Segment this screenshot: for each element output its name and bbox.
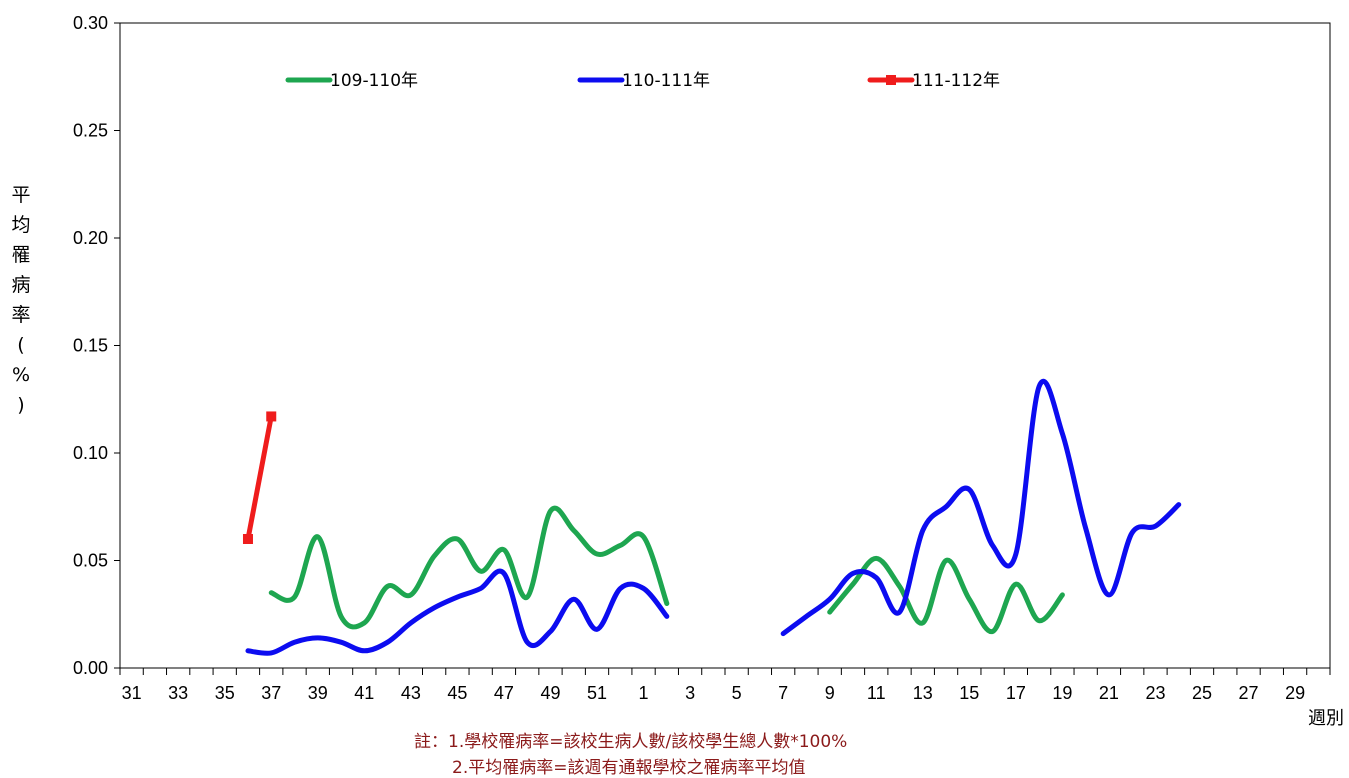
series-3-point <box>242 534 253 544</box>
y-tick-label: 0.20 <box>73 228 108 248</box>
x-tick-label: 19 <box>1052 683 1072 703</box>
legend-label: 109-110年 <box>330 71 418 91</box>
x-tick-label: 37 <box>261 683 281 703</box>
y-tick-label: 0.10 <box>73 443 108 463</box>
y-axis-label-char: 率 <box>11 304 31 326</box>
x-tick-label: 27 <box>1239 683 1259 703</box>
series-3-line <box>245 413 274 542</box>
y-axis-label-char: 罹 <box>11 244 31 266</box>
y-axis-label-char: 平 <box>11 184 31 206</box>
x-tick-label: 45 <box>447 683 467 703</box>
series-2-line <box>245 568 670 656</box>
legend: 109-110年 110-111年 111-112年 <box>285 71 1000 91</box>
y-axis-label-char: 病 <box>11 274 31 296</box>
series-1-line <box>827 555 1065 634</box>
x-tick-label: 31 <box>122 683 142 703</box>
series-2-line <box>780 378 1182 637</box>
x-tick-label: 13 <box>913 683 933 703</box>
x-tick-label: 25 <box>1192 683 1212 703</box>
x-tick-label: 3 <box>685 683 695 703</box>
x-tick-label: 5 <box>732 683 742 703</box>
x-tick-label: 41 <box>354 683 374 703</box>
x-tick-label: 1 <box>639 683 649 703</box>
y-axis-label-char: ) <box>17 394 25 416</box>
x-tick-label: 39 <box>308 683 328 703</box>
y-axis-label-char: 均 <box>11 214 31 236</box>
y-axis-label-char: ( <box>17 334 25 356</box>
x-tick-label: 33 <box>168 683 188 703</box>
x-tick-label: 35 <box>215 683 235 703</box>
x-tick-label: 49 <box>540 683 560 703</box>
series-lines <box>242 378 1182 656</box>
y-axis-label: 平均罹病率 (%) <box>6 180 36 420</box>
legend-label: 110-111年 <box>622 71 710 91</box>
y-tick-label: 0.05 <box>73 551 108 571</box>
legend-label: 111-112年 <box>912 71 1000 91</box>
note-line-1: 註：1.學校罹病率=該校生病人數/該校學生總人數*100% <box>414 732 848 752</box>
x-tick-label: 7 <box>778 683 788 703</box>
x-tick-label: 23 <box>1145 683 1165 703</box>
x-tick-label: 15 <box>959 683 979 703</box>
x-tick-label: 29 <box>1285 683 1305 703</box>
x-tick-label: 47 <box>494 683 514 703</box>
x-axis-label: 週別 <box>1308 708 1344 729</box>
x-tick-label: 43 <box>401 683 421 703</box>
x-tick-label: 51 <box>587 683 607 703</box>
y-tick-label: 0.15 <box>73 336 108 356</box>
y-tick-label: 0.30 <box>73 13 108 33</box>
y-tick-label: 0.00 <box>73 658 108 678</box>
series-1-line <box>268 505 670 630</box>
y-tick-label: 0.25 <box>73 121 108 141</box>
note-line-2: 2.平均罹病率=該週有通報學校之罹病率平均值 <box>452 758 806 778</box>
x-tick-label: 9 <box>825 683 835 703</box>
x-tick-label: 11 <box>867 683 886 703</box>
legend-marker <box>886 75 896 85</box>
x-tick-label: 21 <box>1099 683 1119 703</box>
y-axis-label-char: % <box>11 364 31 386</box>
x-tick-label: 17 <box>1006 683 1026 703</box>
series-3-point <box>266 411 277 422</box>
